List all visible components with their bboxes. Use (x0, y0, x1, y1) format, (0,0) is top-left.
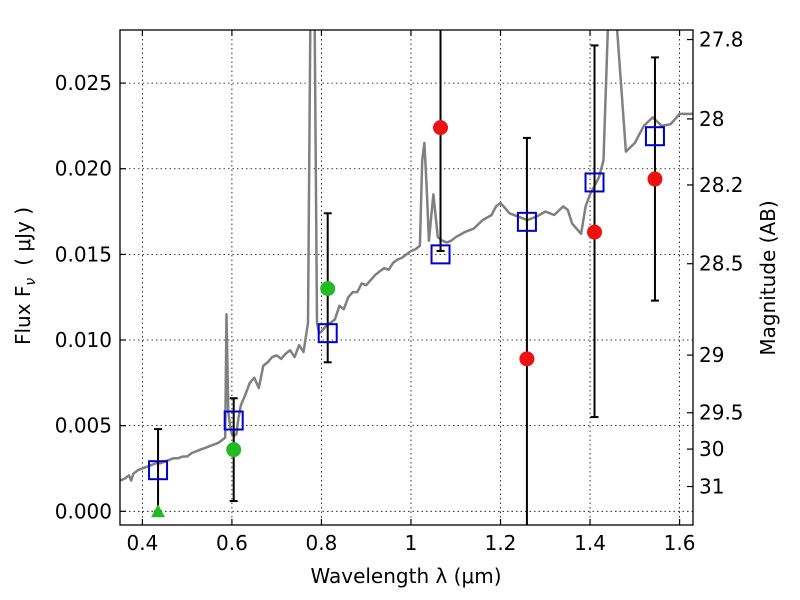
x-tick-label: 1.2 (485, 531, 517, 555)
mag-tick-label: 31 (699, 475, 724, 499)
svg-text:Flux Fν( μJy ): Flux Fν ( μJy ) (11, 207, 39, 345)
x-tick-label: 1 (405, 531, 418, 555)
x-tick-label: 1.4 (574, 531, 606, 555)
y-tick-label: 0.005 (55, 414, 112, 438)
model-flux-square (148, 460, 169, 481)
measured-point (519, 351, 535, 367)
detection-point (226, 442, 242, 458)
mag-tick-label: 28 (699, 107, 724, 131)
y-tick-label: 0.020 (55, 157, 112, 181)
model-spectrum-line (120, 30, 693, 482)
axis-ticks: 0.4 0.6 0.8 1 1.2 1.4 1.6 0.000 0.005 0.010 0.015 0… (55, 28, 744, 555)
x-tick-label: 0.8 (306, 531, 338, 555)
model-flux-square (223, 410, 244, 431)
upper-limit-marker (151, 504, 166, 518)
mag-tick-label: 29.5 (699, 401, 744, 425)
model-flux-square (644, 126, 665, 147)
model-flux-square (430, 244, 451, 265)
y-axis-label-unit: ( μJy ) (11, 207, 35, 266)
mag-tick-label: 28.5 (699, 252, 744, 276)
mag-tick-label: 29 (699, 343, 724, 367)
y-tick-label: 0.015 (55, 242, 112, 266)
measured-point (433, 120, 449, 136)
model-flux-square (317, 323, 338, 344)
y-axis-label-main: Flux F (11, 286, 35, 345)
y-axis-label-right: Magnitude (AB) (756, 200, 780, 355)
x-tick-label: 1.6 (664, 531, 696, 555)
model-flux-square (516, 211, 537, 232)
measured-point (587, 224, 603, 240)
mag-tick-label: 28.2 (699, 173, 744, 197)
detection-point (320, 281, 336, 297)
mag-tick-label: 27.8 (699, 28, 744, 52)
y-tick-label: 0.000 (55, 499, 112, 523)
y-axis-label-sub: ν (23, 278, 39, 286)
y-axis-label-left: Flux Fν ( μJy ) (11, 207, 39, 345)
plot-area (120, 30, 693, 482)
measured-point (647, 171, 663, 187)
plot-frame (119, 29, 694, 526)
mag-tick-label: 30 (699, 437, 724, 461)
x-tick-label: 0.6 (216, 531, 248, 555)
markers (148, 120, 665, 518)
x-tick-label: 0.4 (126, 531, 158, 555)
y-tick-label: 0.010 (55, 328, 112, 352)
y-tick-label: 0.025 (55, 71, 112, 95)
model-flux-square (584, 172, 605, 193)
grid (120, 30, 693, 525)
x-axis-label: Wavelength λ (μm) (310, 564, 501, 588)
